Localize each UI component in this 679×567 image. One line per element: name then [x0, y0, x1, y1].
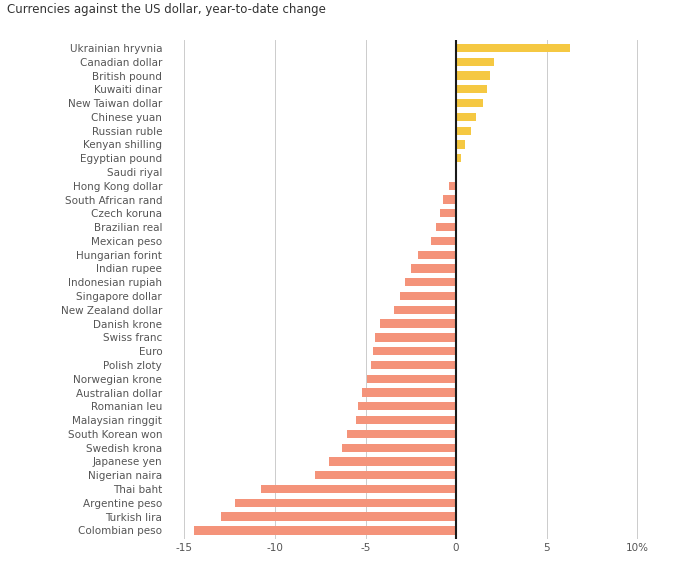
Bar	[359, 402, 456, 411]
Bar	[394, 306, 456, 314]
Bar	[329, 458, 456, 466]
Bar	[443, 196, 456, 204]
Bar	[375, 333, 456, 341]
Bar	[362, 388, 456, 397]
Bar	[456, 58, 494, 66]
Bar	[430, 237, 456, 245]
Bar	[261, 485, 456, 493]
Bar	[456, 140, 465, 149]
Bar	[405, 278, 456, 286]
Bar	[456, 126, 471, 135]
Bar	[456, 44, 570, 52]
Bar	[371, 361, 456, 369]
Bar	[456, 154, 462, 162]
Bar	[194, 526, 456, 535]
Bar	[235, 499, 456, 507]
Bar	[342, 443, 456, 452]
Bar	[221, 513, 456, 521]
Bar	[348, 430, 456, 438]
Bar	[367, 375, 456, 383]
Bar	[456, 71, 490, 79]
Bar	[356, 416, 456, 424]
Bar	[440, 209, 456, 218]
Text: Currencies against the US dollar, year-to-date change: Currencies against the US dollar, year-t…	[7, 3, 326, 16]
Bar	[418, 251, 456, 259]
Bar	[373, 347, 456, 356]
Bar	[456, 168, 457, 176]
Bar	[380, 319, 456, 328]
Bar	[449, 181, 456, 190]
Bar	[411, 264, 456, 273]
Bar	[456, 113, 476, 121]
Bar	[456, 99, 483, 107]
Bar	[436, 223, 456, 231]
Bar	[315, 471, 456, 479]
Bar	[456, 85, 487, 94]
Bar	[400, 292, 456, 300]
